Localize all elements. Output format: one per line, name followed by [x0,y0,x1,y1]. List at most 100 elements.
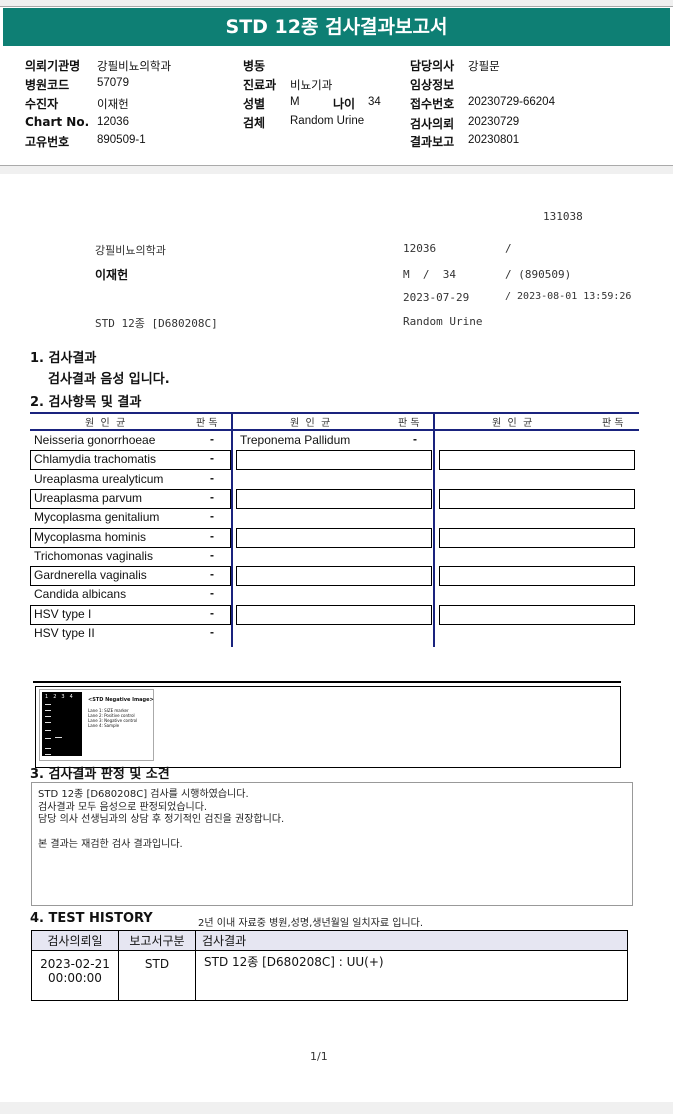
row-box [30,450,231,471]
organism-result: - [210,432,214,446]
request-value: 20230729 [468,116,520,128]
lane-number: 3 [61,694,65,700]
patient-value: 이재헌 [97,99,129,111]
specimen-value: Random Urine [290,115,365,127]
inst-label: 의뢰기관명 [25,59,81,73]
organism-result: - [210,605,214,620]
opinion-line: 담당 의사 선생님과의 상담 후 정기적인 검진을 권장합니다. [38,814,285,825]
organism-result: - [413,432,417,446]
sex-label: 성별 [243,97,266,111]
summary-slash: / [505,242,512,255]
gel-band [45,738,51,739]
summary-test: STD 12종 [D680208C] [95,317,218,330]
patient-label: 수진자 [25,97,59,111]
history-table: 검사의뢰일 보고서구분 검사결과 2023-02-21 00:00:00 STD … [31,930,628,1001]
code-value: 57079 [97,77,129,89]
gel-band [45,710,51,711]
gel-band [45,730,51,731]
lane-label: Lane 3: Negative control [88,718,138,723]
history-header-date: 검사의뢰일 [31,930,119,951]
ward-label: 병동 [243,59,266,73]
divider [33,681,621,683]
history-row[interactable]: 2023-02-21 00:00:00 STD STD 12종 [D680208C… [31,950,628,1001]
organism-name: HSV type II [34,626,95,640]
row-box [30,527,231,548]
organism-name: Ureaplasma parvum [34,490,143,505]
grid-divider [231,412,233,647]
history-header-result: 검사결과 [195,930,628,951]
organism-name: Mycoplasma genitalium [34,510,160,525]
section4-title: 4. TEST HISTORY [30,911,153,926]
section1-title: 1. 검사결과 [30,351,97,366]
clinical-label: 임상정보 [410,78,455,92]
section2-title: 2. 검사항목 및 결과 [30,395,142,410]
request-label: 검사의뢰 [410,117,455,131]
organism-name: Gardnerella vaginalis [34,568,147,583]
report-title: STD 12종 검사결과보고서 [3,8,670,46]
gel-band [45,754,51,755]
grid-header-line [30,429,639,431]
gel-title: <STD Negative Image> [88,697,154,703]
chart-value: 12036 [97,116,129,128]
header-organism: 원 인 균 [85,418,126,429]
history-result: STD 12종 [D680208C] : UU(+) [195,950,628,1001]
grid-top-line [30,412,639,414]
organism-name: HSV type I [34,606,92,621]
lane-number: 4 [69,694,73,700]
uid-value: 890509-1 [97,134,146,146]
organism-name: Chlamydia trachomatis [34,452,157,467]
row-box [439,450,635,471]
code-label: 병원코드 [25,78,70,92]
lane-label: Lane 4: Sample [88,723,120,728]
report-label: 결과보고 [410,135,455,149]
dept-label: 진료과 [243,78,277,92]
row-box [236,604,432,625]
section3-title: 3. 검사결과 판정 및 소견 [30,767,170,782]
bottom-border [0,1102,673,1114]
chart-label: Chart No. [25,115,90,129]
opinion-line: STD 12종 [D680208C] 검사를 시행하였습니다. [38,789,249,800]
doctor-value: 강필문 [468,61,500,73]
row-box [439,527,635,548]
row-box [439,604,635,625]
gel-band [45,722,51,723]
organism-name: Neisseria gonorrhoeae [34,433,156,447]
organism-name: Candida albicans [34,587,127,602]
page-number: 1/1 [310,1050,328,1063]
gel-band [45,748,51,749]
dept-value: 비뇨기과 [290,80,333,92]
header-result: 판 독 [602,418,624,429]
header-result: 판 독 [196,418,218,429]
history-header-type: 보고서구분 [118,930,196,951]
summary-chart: 12036 [403,242,437,255]
top-border [0,0,673,7]
row-box [30,488,231,509]
opinion-line: 본 결과는 재검한 검사 결과입니다. [38,838,183,850]
image-frame [35,686,621,768]
row-box [439,566,635,587]
specimen-label: 검체 [243,116,266,130]
history-type: STD [118,950,196,1001]
organism-result: - [210,489,214,504]
summary-date2: / 2023-08-01 13:59:26 [505,291,632,302]
summary-inst: 강필비뇨의학과 [95,244,166,257]
history-note: 2년 이내 자료중 병원,성명,생년월일 일치자료 입니다. [198,918,423,929]
gel-band [55,737,62,738]
doctor-label: 담당의사 [410,59,455,73]
opinion-line [38,827,626,839]
summary-date1: 2023-07-29 [403,291,470,304]
row-box [439,488,635,509]
report-value: 20230801 [468,134,520,146]
summary-specimen: Random Urine [403,315,483,328]
row-box [30,566,231,587]
lane-number: 2 [53,694,57,700]
summary-id: 131038 [543,210,583,223]
row-box [236,488,432,509]
organism-name: Treponema Pallidum [240,433,351,447]
organism-result: - [210,528,214,543]
row-box [236,527,432,548]
lane-number: 1 [45,694,49,700]
uid-label: 고유번호 [25,135,70,149]
header-organism: 원 인 균 [290,418,331,429]
